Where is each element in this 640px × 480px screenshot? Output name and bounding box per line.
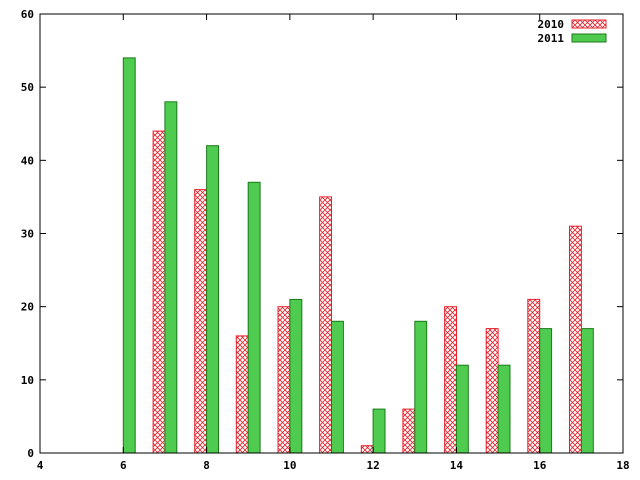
y-tick-label: 50 <box>21 81 34 94</box>
bar-2010-14 <box>444 306 458 454</box>
bar-2010-16 <box>527 298 541 454</box>
legend-swatch-2010 <box>571 19 607 29</box>
bar-2011-15 <box>497 364 511 454</box>
bar-2011-12 <box>372 408 386 454</box>
y-tick-label: 40 <box>21 154 34 167</box>
y-tick-label: 60 <box>21 8 34 21</box>
bar-2011-10 <box>289 298 303 454</box>
x-tick-label: 4 <box>37 459 44 472</box>
bar-2010-7 <box>152 130 166 454</box>
bar-2010-13 <box>402 408 416 454</box>
y-tick-label: 30 <box>21 228 34 241</box>
y-tick-label: 10 <box>21 374 34 387</box>
bar-2010-9 <box>235 335 249 454</box>
x-tick-label: 6 <box>120 459 127 472</box>
bar-2010-10 <box>277 306 291 454</box>
bar-2011-9 <box>247 181 261 454</box>
x-tick-label: 16 <box>533 459 547 472</box>
y-tick-label: 20 <box>21 301 34 314</box>
x-tick-label: 8 <box>203 459 210 472</box>
legend-label-2010: 2010 <box>538 18 565 31</box>
bar-2011-16 <box>539 328 553 454</box>
x-tick-label: 18 <box>616 459 629 472</box>
bar-2011-13 <box>414 320 428 454</box>
legend-swatch-2011 <box>571 33 607 43</box>
bar-2011-14 <box>455 364 469 454</box>
bar-2010-17 <box>569 225 582 454</box>
bar-2011-6 <box>122 57 136 454</box>
x-tick-label: 14 <box>450 459 464 472</box>
x-tick-label: 12 <box>367 459 380 472</box>
bar-2010-12 <box>360 445 374 454</box>
bars-group <box>122 57 594 454</box>
bar-2011-7 <box>164 101 178 454</box>
bar-2011-17 <box>580 328 594 454</box>
bar-2011-11 <box>331 320 344 454</box>
y-tick-label: 0 <box>27 447 34 460</box>
bar-2010-15 <box>485 328 499 454</box>
legend-label-2011: 2011 <box>538 32 565 45</box>
x-tick-label: 10 <box>283 459 296 472</box>
ticks-group: 0 10 20 30 40 50 60 4 6 8 10 12 14 16 18 <box>21 8 630 472</box>
bar-2011-8 <box>206 145 220 454</box>
bar-2010-11 <box>319 196 333 454</box>
bar-2010-8 <box>194 189 208 454</box>
